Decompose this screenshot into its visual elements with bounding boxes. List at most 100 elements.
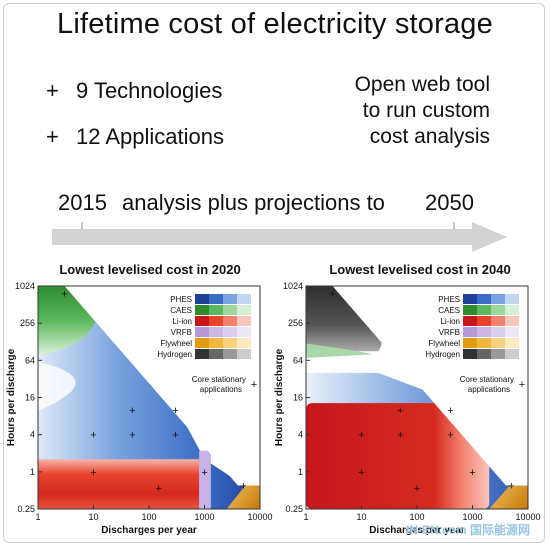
timeline-arrow: [52, 222, 507, 252]
application-marker: +: [397, 405, 403, 417]
web-tool-note: Open web tool to run custom cost analysi…: [355, 72, 490, 150]
legend-swatch: [505, 349, 519, 359]
legend-swatch: [195, 294, 209, 304]
x-tick-label: 1: [35, 512, 40, 522]
legend-swatch: [477, 294, 491, 304]
bullet-applications: +12 Applications: [46, 124, 224, 150]
x-tick-label: 1000: [194, 512, 214, 522]
application-marker: +: [358, 467, 364, 479]
legend-label: Flywheel: [428, 339, 460, 348]
x-tick-label: 100: [409, 512, 424, 522]
region-flywheel: [489, 464, 528, 509]
plus-icon: +: [46, 78, 59, 103]
legend-swatch: [505, 327, 519, 337]
legend-swatch: [505, 338, 519, 348]
timeline-start-year: 2015: [58, 190, 107, 215]
legend-swatch: [491, 294, 505, 304]
y-tick-label: 1024: [15, 281, 35, 291]
y-tick-label: 4: [30, 430, 35, 440]
legend-swatch: [491, 316, 505, 326]
core-applications-label: Core stationary: [460, 375, 514, 384]
legend-swatch: [463, 338, 477, 348]
legend-swatch: [505, 294, 519, 304]
y-tick-label: 16: [25, 393, 35, 403]
application-marker: +: [469, 467, 475, 479]
legend-swatch: [463, 305, 477, 315]
legend-swatch: [463, 327, 477, 337]
y-tick-label: 64: [293, 355, 303, 365]
legend-swatch: [223, 316, 237, 326]
legend-swatch: [223, 327, 237, 337]
legend-swatch: [491, 305, 505, 315]
legend-swatch: [223, 349, 237, 359]
legend-swatch: [209, 294, 223, 304]
bullet-technologies-text: 9 Technologies: [76, 78, 223, 103]
x-tick-label: 1: [303, 512, 308, 522]
web-tool-line-3: cost analysis: [369, 125, 490, 148]
legend-label: Hydrogen: [425, 350, 460, 359]
y-tick-label: 0.25: [285, 504, 303, 514]
application-marker: +: [358, 430, 364, 442]
y-axis-label: Hours per discharge: [274, 348, 285, 446]
y-tick-label: 1: [30, 467, 35, 477]
legend-swatch: [463, 349, 477, 359]
legend-swatch: [491, 349, 505, 359]
core-applications-label: Core stationary: [192, 375, 246, 384]
chart-title: Lowest levelised cost in 2020: [59, 262, 240, 277]
legend-swatch: [209, 349, 223, 359]
legend-label: CAES: [170, 306, 192, 315]
x-tick-label: 10000: [247, 512, 272, 522]
legend-swatch: [223, 305, 237, 315]
region-vrfb: [199, 450, 211, 509]
legend-swatch: [491, 338, 505, 348]
core-applications-marker: +: [519, 379, 525, 391]
legend-swatch: [209, 327, 223, 337]
core-applications-label: applications: [468, 385, 510, 394]
application-marker: +: [447, 430, 453, 442]
y-tick-label: 256: [20, 318, 35, 328]
application-marker: +: [156, 483, 162, 495]
legend-swatch: [477, 349, 491, 359]
y-tick-label: 256: [288, 318, 303, 328]
core-applications-marker: +: [251, 379, 257, 391]
x-axis-label: Discharges per year: [101, 525, 197, 536]
legend-swatch: [463, 316, 477, 326]
y-tick-label: 4: [298, 430, 303, 440]
legend-swatch: [477, 305, 491, 315]
legend-swatch: [477, 338, 491, 348]
application-marker: +: [129, 405, 135, 417]
legend-swatch: [195, 316, 209, 326]
x-axis-label: Discharges per year: [369, 525, 465, 536]
legend-swatch: [505, 305, 519, 315]
chart-2020: Lowest levelised cost in 2020 1 10 100 1000 1…: [6, 262, 273, 536]
application-marker: +: [172, 430, 178, 442]
legend-label: VRFB: [171, 328, 192, 337]
region-li-ion: [306, 403, 490, 509]
legend-swatch: [209, 338, 223, 348]
legend-swatch: [491, 327, 505, 337]
legend-swatch: [237, 349, 251, 359]
y-tick-label: 1: [298, 467, 303, 477]
timeline-end-year: 2050: [425, 190, 474, 215]
legend-swatch: [505, 316, 519, 326]
legend-swatch: [477, 316, 491, 326]
x-tick-label: 100: [141, 512, 156, 522]
bullet-applications-text: 12 Applications: [76, 124, 224, 149]
legend-label: PHES: [438, 295, 460, 304]
legend-swatch: [463, 294, 477, 304]
application-marker: +: [90, 467, 96, 479]
core-applications-label: applications: [200, 385, 242, 394]
application-marker: +: [201, 467, 207, 479]
legend-label: Flywheel: [160, 339, 192, 348]
legend-swatch: [237, 294, 251, 304]
application-marker: +: [240, 481, 246, 493]
x-tick-label: 1000: [462, 512, 482, 522]
application-marker: +: [447, 405, 453, 417]
legend-label: Hydrogen: [157, 350, 192, 359]
application-marker: +: [172, 405, 178, 417]
y-tick-label: 0.25: [17, 504, 35, 514]
legend-swatch: [195, 327, 209, 337]
region-phes: [38, 286, 260, 509]
application-marker: +: [414, 483, 420, 495]
legend-swatch: [195, 338, 209, 348]
